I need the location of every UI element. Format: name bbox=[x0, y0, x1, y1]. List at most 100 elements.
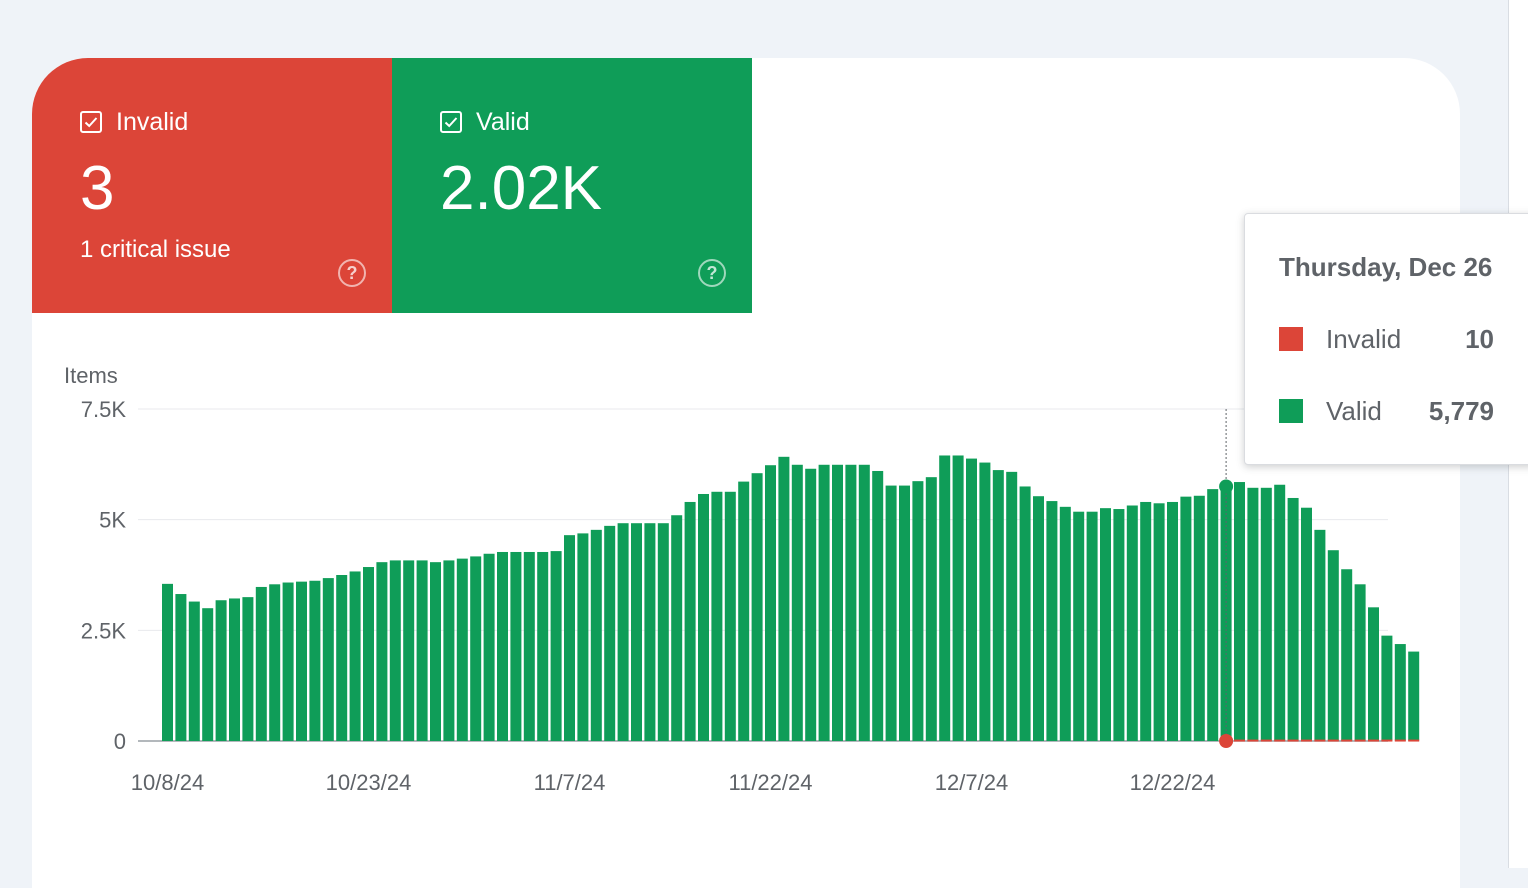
valid-bar bbox=[470, 556, 482, 741]
valid-bar bbox=[657, 523, 669, 741]
valid-tile[interactable]: Valid 2.02K ? bbox=[392, 58, 752, 313]
help-icon[interactable]: ? bbox=[338, 259, 366, 287]
valid-bar bbox=[510, 551, 522, 741]
valid-bar bbox=[925, 477, 937, 741]
valid-bar bbox=[1301, 507, 1312, 741]
x-tick-label: 10/23/24 bbox=[326, 770, 412, 795]
tooltip-invalid-value: 10 bbox=[1465, 323, 1494, 354]
invalid-hover-point bbox=[1219, 734, 1234, 748]
valid-hover-point bbox=[1219, 479, 1234, 494]
valid-bar bbox=[577, 533, 589, 741]
valid-bar bbox=[215, 600, 227, 741]
valid-bar bbox=[537, 551, 549, 741]
valid-bar bbox=[966, 458, 977, 741]
invalid-bar bbox=[1408, 739, 1420, 742]
invalid-label: Invalid bbox=[116, 107, 189, 136]
invalid-bar bbox=[1314, 739, 1326, 742]
valid-bar bbox=[845, 464, 857, 741]
tooltip-invalid-name: Invalid bbox=[1326, 323, 1402, 354]
x-tick-label: 12/7/24 bbox=[935, 770, 1008, 795]
valid-count: 2.02K bbox=[440, 154, 603, 223]
valid-bar bbox=[979, 462, 991, 741]
valid-bar bbox=[1033, 496, 1044, 741]
invalid-bar bbox=[1341, 739, 1353, 742]
valid-bar bbox=[456, 558, 468, 741]
valid-bar bbox=[282, 582, 294, 741]
valid-bar bbox=[1247, 487, 1259, 741]
invalid-checkbox[interactable] bbox=[80, 111, 102, 133]
valid-bar bbox=[523, 551, 535, 741]
y-tick-label: 0 bbox=[114, 729, 126, 754]
valid-bar bbox=[684, 501, 696, 741]
valid-label-row: Valid bbox=[440, 108, 530, 136]
valid-bar bbox=[296, 581, 307, 741]
valid-bar bbox=[631, 523, 642, 741]
valid-bar bbox=[952, 455, 964, 741]
valid-bar bbox=[376, 562, 388, 741]
valid-bar bbox=[229, 598, 240, 741]
valid-bar bbox=[1341, 569, 1353, 741]
valid-bar bbox=[992, 470, 1004, 741]
help-icon[interactable]: ? bbox=[698, 259, 726, 287]
valid-bar bbox=[336, 575, 348, 741]
valid-bar bbox=[604, 525, 616, 741]
valid-bar bbox=[202, 608, 214, 741]
valid-bar bbox=[617, 523, 629, 741]
valid-bar bbox=[1140, 501, 1152, 741]
tooltip-row-valid: Valid 5,779 bbox=[1279, 396, 1494, 426]
invalid-bar bbox=[1247, 739, 1259, 742]
valid-bar bbox=[885, 485, 897, 741]
y-tick-label: 5K bbox=[99, 508, 126, 533]
valid-bar bbox=[1180, 496, 1192, 741]
invalid-bar bbox=[1327, 739, 1339, 742]
valid-bar bbox=[322, 578, 334, 741]
check-icon bbox=[84, 117, 98, 128]
valid-bar bbox=[269, 584, 281, 741]
valid-label: Valid bbox=[476, 107, 530, 136]
valid-bar bbox=[443, 560, 455, 741]
y-tick-label: 2.5K bbox=[81, 618, 127, 643]
valid-bar bbox=[644, 523, 656, 741]
chart-tooltip: Thursday, Dec 26 Invalid 10 Valid 5,779 bbox=[1244, 213, 1528, 465]
invalid-bar bbox=[1234, 739, 1245, 742]
valid-bar bbox=[1193, 495, 1205, 741]
valid-bar bbox=[791, 464, 803, 741]
valid-bar bbox=[349, 571, 361, 741]
valid-bar bbox=[711, 491, 723, 741]
valid-bar bbox=[1381, 635, 1393, 741]
valid-checkbox[interactable] bbox=[440, 111, 462, 133]
valid-bar bbox=[751, 473, 763, 741]
valid-bar bbox=[832, 464, 843, 741]
valid-bar bbox=[1153, 503, 1165, 741]
x-tick-label: 12/22/24 bbox=[1130, 770, 1216, 795]
tooltip-valid-name: Valid bbox=[1326, 395, 1382, 426]
valid-bar bbox=[1167, 501, 1178, 741]
valid-bar bbox=[1354, 584, 1366, 741]
x-tick-label: 10/8/24 bbox=[131, 770, 204, 795]
valid-bar bbox=[175, 594, 187, 741]
valid-bar bbox=[550, 551, 562, 741]
valid-bar bbox=[1260, 487, 1272, 741]
valid-bar bbox=[497, 551, 508, 741]
invalid-bar bbox=[1394, 739, 1406, 742]
valid-bar bbox=[1059, 506, 1071, 741]
invalid-tile[interactable]: Invalid 3 1 critical issue ? bbox=[32, 58, 392, 313]
valid-bar bbox=[778, 456, 790, 741]
valid-bar bbox=[1287, 497, 1299, 741]
items-bar-chart[interactable]: Items 0 2.5K 5K 7.5K 10/8/24 10/23/24 11/7/24 11… bbox=[0, 0, 1528, 868]
valid-bar bbox=[1368, 607, 1379, 741]
valid-bar bbox=[363, 567, 374, 741]
valid-bar bbox=[1394, 644, 1406, 741]
valid-bar bbox=[671, 515, 683, 741]
report-card: Invalid 3 1 critical issue ? Valid 2.02K… bbox=[32, 58, 1460, 888]
valid-bar bbox=[242, 597, 254, 741]
valid-bar bbox=[430, 562, 441, 741]
invalid-bar bbox=[1260, 739, 1272, 742]
valid-bar bbox=[1207, 489, 1219, 741]
valid-bar bbox=[309, 580, 321, 741]
valid-bar bbox=[255, 586, 267, 741]
valid-bar bbox=[590, 529, 602, 741]
invalid-swatch bbox=[1279, 327, 1303, 351]
valid-bar bbox=[188, 601, 200, 741]
invalid-bar bbox=[1301, 739, 1312, 742]
